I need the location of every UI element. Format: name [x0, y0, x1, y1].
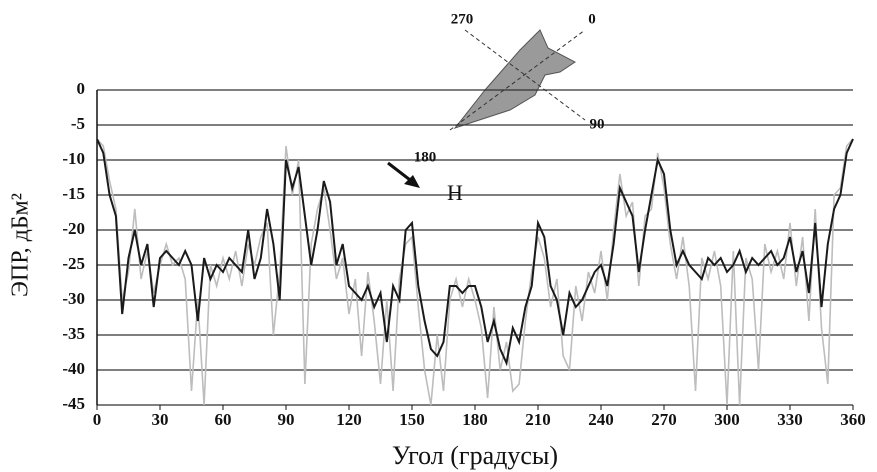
y-tick-label: -5: [71, 114, 85, 133]
y-tick-label: -35: [62, 324, 85, 343]
y-tick-label: 0: [77, 79, 86, 98]
annotation: 270: [451, 11, 474, 27]
y-tick-label: -45: [62, 394, 85, 413]
annotation: 180: [414, 149, 437, 165]
x-tick-label: 90: [278, 410, 295, 429]
arrow-head: [404, 175, 420, 188]
y-tick-label: -25: [62, 254, 85, 273]
axis-line: [449, 29, 586, 131]
series-line: [96, 138, 854, 367]
x-tick-label: 120: [336, 410, 362, 429]
x-tick-label: 150: [399, 410, 425, 429]
y-tick-label: -20: [62, 219, 85, 238]
x-tick-label: 270: [651, 410, 677, 429]
y-tick-label: -40: [62, 359, 85, 378]
y-tick-label: -30: [62, 289, 85, 308]
x-tick-label: 300: [714, 410, 740, 429]
x-tick-label: 210: [525, 410, 551, 429]
axis-line: [464, 29, 586, 121]
x-axis-label: Угол (градусы): [392, 441, 558, 470]
y-tick-label: -10: [62, 149, 85, 168]
annotation: 0: [588, 11, 596, 27]
annotation: 90: [590, 116, 605, 132]
y-tick-label: -15: [62, 184, 85, 203]
series-line: [96, 138, 854, 406]
annotation: Н: [447, 180, 463, 205]
x-tick-label: 0: [93, 410, 102, 429]
x-tick-label: 330: [777, 410, 803, 429]
x-tick-label: 30: [152, 410, 169, 429]
x-tick-label: 60: [215, 410, 232, 429]
x-tick-label: 180: [462, 410, 488, 429]
x-tick-label: 240: [588, 410, 614, 429]
y-axis-label: ЭПР, дБм²: [8, 193, 34, 297]
x-tick-label: 360: [840, 410, 866, 429]
